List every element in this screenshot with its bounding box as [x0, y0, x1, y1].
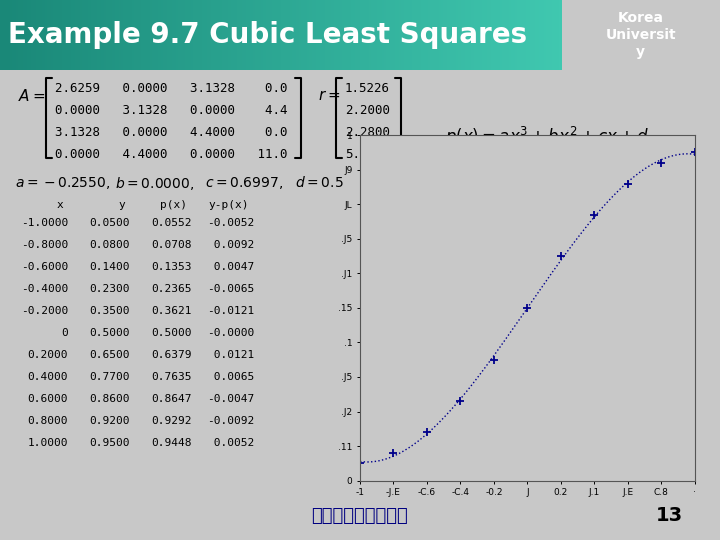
Text: $d = 0.5$: $d = 0.5$ [295, 175, 343, 190]
Text: 0.5000: 0.5000 [89, 328, 130, 338]
Text: 1.5226: 1.5226 [345, 82, 390, 95]
Text: 0.7700: 0.7700 [89, 372, 130, 382]
Text: 0.0092: 0.0092 [207, 240, 254, 250]
Text: 0.9292: 0.9292 [151, 416, 192, 426]
Text: 0.0065: 0.0065 [207, 372, 254, 382]
Text: 0.9448: 0.9448 [151, 438, 192, 448]
Text: 0.0000   4.4000   0.0000   11.0: 0.0000 4.4000 0.0000 11.0 [55, 148, 287, 161]
Text: $c = 0.6997,$: $c = 0.6997,$ [205, 175, 283, 191]
Text: 0.4000: 0.4000 [27, 372, 68, 382]
Text: -0.0052: -0.0052 [207, 218, 254, 228]
Text: -0.0121: -0.0121 [207, 306, 254, 316]
Text: Example 9.7 Cubic Least Squares: Example 9.7 Cubic Least Squares [9, 21, 528, 49]
Text: 음성정보처리연구실: 음성정보처리연구실 [312, 507, 408, 525]
Text: 2.2000: 2.2000 [345, 104, 390, 117]
Text: -1.0000: -1.0000 [21, 218, 68, 228]
Text: Korea
Universit
y: Korea Universit y [606, 11, 676, 59]
Text: -0.0047: -0.0047 [207, 394, 254, 404]
Text: 0.6500: 0.6500 [89, 350, 130, 360]
Text: 13: 13 [656, 506, 683, 525]
Text: -0.0092: -0.0092 [207, 416, 254, 426]
Text: 0.2365: 0.2365 [151, 284, 192, 294]
Text: 0: 0 [61, 328, 68, 338]
Text: 0.2000: 0.2000 [27, 350, 68, 360]
Text: -0.0065: -0.0065 [207, 284, 254, 294]
Text: 5.5000: 5.5000 [345, 148, 390, 161]
Text: 0.0552: 0.0552 [151, 218, 192, 228]
Text: 0.9200: 0.9200 [89, 416, 130, 426]
Text: -0.6000: -0.6000 [21, 262, 68, 272]
Text: y: y [118, 200, 125, 210]
Text: 0.8600: 0.8600 [89, 394, 130, 404]
Text: 0.3500: 0.3500 [89, 306, 130, 316]
Text: 0.0800: 0.0800 [89, 240, 130, 250]
Text: 0.8647: 0.8647 [151, 394, 192, 404]
Text: 0.9500: 0.9500 [89, 438, 130, 448]
Text: 0.0052: 0.0052 [207, 438, 254, 448]
Text: 2.2800: 2.2800 [345, 126, 390, 139]
Text: 0.2300: 0.2300 [89, 284, 130, 294]
Text: $A =$: $A =$ [18, 88, 45, 104]
Text: 0.1400: 0.1400 [89, 262, 130, 272]
Text: 0.0000   3.1328   0.0000    4.4: 0.0000 3.1328 0.0000 4.4 [55, 104, 287, 117]
Text: $p(x) = ax^3 + bx^2 + cx + d$: $p(x) = ax^3 + bx^2 + cx + d$ [445, 125, 649, 149]
Text: 0.6000: 0.6000 [27, 394, 68, 404]
Text: -0.2000: -0.2000 [21, 306, 68, 316]
Text: 0.7635: 0.7635 [151, 372, 192, 382]
Text: 0.5000: 0.5000 [151, 328, 192, 338]
Text: y-p(x): y-p(x) [209, 200, 249, 210]
Text: -0.0000: -0.0000 [207, 328, 254, 338]
Text: $a = -0.2550,$: $a = -0.2550,$ [15, 175, 110, 191]
Text: 2.6259   0.0000   3.1328    0.0: 2.6259 0.0000 3.1328 0.0 [55, 82, 287, 95]
Text: 0.0121: 0.0121 [207, 350, 254, 360]
Text: 0.0047: 0.0047 [207, 262, 254, 272]
Text: 0.0708: 0.0708 [151, 240, 192, 250]
Text: 0.6379: 0.6379 [151, 350, 192, 360]
Text: 0.3621: 0.3621 [151, 306, 192, 316]
Text: x: x [56, 200, 63, 210]
Text: $b = 0.0000,$: $b = 0.0000,$ [115, 175, 194, 192]
Text: 1.0000: 1.0000 [27, 438, 68, 448]
Text: -0.8000: -0.8000 [21, 240, 68, 250]
Text: p(x): p(x) [160, 200, 187, 210]
Text: 0.0500: 0.0500 [89, 218, 130, 228]
Text: 0.8000: 0.8000 [27, 416, 68, 426]
Text: 0.1353: 0.1353 [151, 262, 192, 272]
Text: -0.4000: -0.4000 [21, 284, 68, 294]
Text: $r =$: $r =$ [318, 88, 341, 103]
Text: 3.1328   0.0000   4.4000    0.0: 3.1328 0.0000 4.4000 0.0 [55, 126, 287, 139]
